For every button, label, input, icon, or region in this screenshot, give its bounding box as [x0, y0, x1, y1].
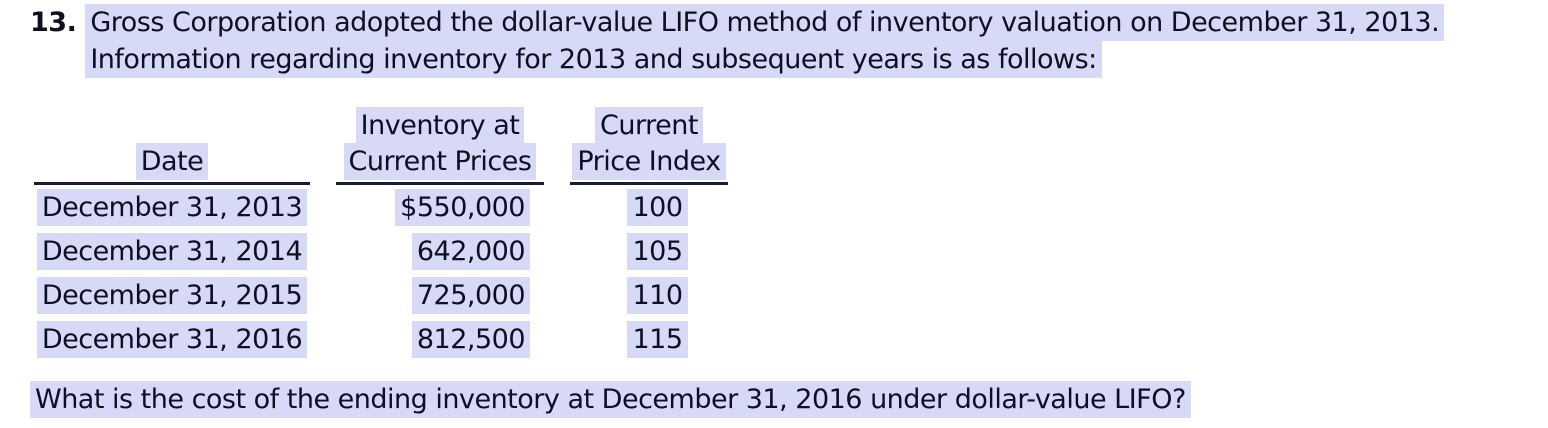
cell-inventory: 725,000 — [336, 273, 544, 317]
cell-inventory: 642,000 — [336, 229, 544, 273]
final-question-text: What is the cost of the ending inventory… — [30, 381, 1191, 418]
cell-date: December 31, 2016 — [34, 317, 310, 361]
header-date: Date — [34, 108, 310, 185]
header-inventory-label-1: Inventory at — [355, 107, 525, 144]
intro-line-1-wrap: Gross Corporation adopted the dollar-val… — [85, 4, 1445, 41]
header-index-label-2: Price Index — [572, 143, 726, 180]
cell-index: 100 — [570, 185, 728, 229]
table-row: December 31, 2016 812,500 115 — [34, 317, 728, 361]
intro-line-2: Information regarding inventory for 2013… — [85, 41, 1102, 78]
table-row: December 31, 2014 642,000 105 — [34, 229, 728, 273]
cell-date: December 31, 2015 — [34, 273, 310, 317]
header-current-price-index: Current Price Index — [570, 107, 728, 185]
date-value: December 31, 2014 — [36, 232, 308, 270]
table-row: December 31, 2013 $550,000 100 — [34, 185, 728, 229]
cell-date: December 31, 2013 — [34, 185, 310, 229]
final-question: What is the cost of the ending inventory… — [30, 381, 1548, 419]
index-value: 105 — [627, 232, 688, 270]
date-value: December 31, 2016 — [36, 320, 308, 358]
problem-intro: 13. Gross Corporation adopted the dollar… — [0, 0, 1548, 78]
header-inventory-at-current-prices: Inventory at Current Prices — [336, 107, 544, 185]
cell-index: 105 — [570, 229, 728, 273]
index-value: 110 — [627, 276, 688, 314]
cell-index: 110 — [570, 273, 728, 317]
index-value: 115 — [627, 320, 688, 358]
header-index-line-1: Current — [570, 107, 728, 144]
problem-intro-text: Gross Corporation adopted the dollar-val… — [85, 4, 1445, 78]
header-inventory-label-2: Current Prices — [343, 143, 537, 180]
header-index-label-1: Current — [595, 107, 703, 144]
intro-line-2-wrap: Information regarding inventory for 2013… — [85, 41, 1444, 78]
date-value: December 31, 2013 — [36, 188, 308, 226]
inventory-value: 725,000 — [411, 276, 530, 314]
header-date-label: Date — [135, 143, 209, 180]
inventory-value: 812,500 — [411, 320, 530, 358]
cell-inventory: $550,000 — [336, 185, 544, 229]
header-date-line: Date — [34, 143, 310, 180]
question-number: 13. — [30, 7, 77, 38]
inventory-value: 642,000 — [411, 232, 530, 270]
index-value: 100 — [627, 188, 688, 226]
table-header-row: Date Inventory at Current Prices Current… — [34, 107, 728, 185]
table-row: December 31, 2015 725,000 110 — [34, 273, 728, 317]
inventory-table: Date Inventory at Current Prices Current… — [8, 107, 754, 361]
intro-line-1: Gross Corporation adopted the dollar-val… — [85, 4, 1445, 41]
header-inventory-line-2: Current Prices — [336, 143, 544, 180]
cell-inventory: 812,500 — [336, 317, 544, 361]
inventory-value: $550,000 — [395, 188, 530, 226]
date-value: December 31, 2015 — [36, 276, 308, 314]
cell-date: December 31, 2014 — [34, 229, 310, 273]
header-inventory-line-1: Inventory at — [336, 107, 544, 144]
header-index-line-2: Price Index — [570, 143, 728, 180]
cell-index: 115 — [570, 317, 728, 361]
